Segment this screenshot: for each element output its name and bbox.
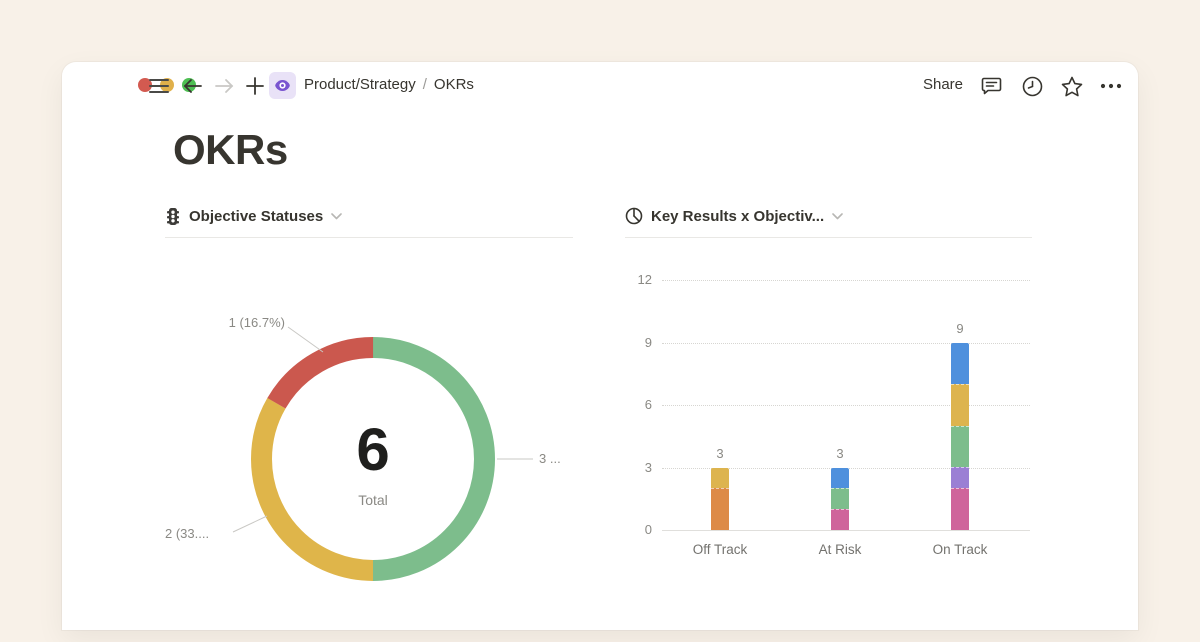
breadcrumb-separator: / bbox=[422, 76, 427, 93]
divider bbox=[165, 237, 573, 238]
bar-segment[interactable] bbox=[831, 467, 849, 489]
breadcrumb: Product/Strategy / OKRs bbox=[304, 76, 474, 93]
bar-segment[interactable] bbox=[831, 509, 849, 530]
bar-segment[interactable] bbox=[951, 425, 969, 468]
donut-total-caption: Total bbox=[358, 492, 388, 508]
chevron-down-icon bbox=[832, 212, 843, 219]
back-icon[interactable] bbox=[181, 74, 205, 98]
traffic-light-icon bbox=[167, 207, 179, 225]
donut-label-red: 1 (16.7%) bbox=[228, 315, 285, 330]
bar-on-track[interactable] bbox=[951, 342, 969, 531]
bar-at-risk[interactable] bbox=[831, 467, 849, 531]
bar-segment[interactable] bbox=[711, 488, 729, 530]
bar-segment[interactable] bbox=[951, 384, 969, 426]
traffic-light-close[interactable] bbox=[138, 78, 152, 92]
breadcrumb-current[interactable]: OKRs bbox=[433, 76, 474, 93]
x-axis-baseline bbox=[662, 530, 1030, 531]
x-tick-off-track: Off Track bbox=[692, 542, 748, 557]
y-tick-9: 9 bbox=[644, 334, 652, 350]
share-button[interactable]: Share bbox=[922, 76, 963, 93]
app-window: Product/Strategy / OKRs Share OKRs Objec… bbox=[62, 62, 1138, 630]
breadcrumb-parent[interactable]: Product/Strategy bbox=[304, 76, 416, 93]
y-tick-0: 0 bbox=[644, 522, 652, 537]
y-tick-3: 3 bbox=[644, 459, 652, 475]
donut-total-value: 6 bbox=[356, 416, 390, 483]
x-tick-at-risk: At Risk bbox=[818, 542, 862, 557]
bar-total-label: 9 bbox=[956, 320, 964, 336]
history-icon[interactable] bbox=[1020, 74, 1044, 98]
bar-segment[interactable] bbox=[951, 342, 969, 385]
gridline-9 bbox=[662, 342, 1030, 344]
donut-segment-2[interactable] bbox=[251, 337, 495, 581]
favorite-icon[interactable] bbox=[1060, 74, 1084, 98]
bar-total-label: 3 bbox=[716, 445, 724, 461]
chart-title: Objective Statuses bbox=[189, 207, 324, 225]
bar-segment[interactable] bbox=[831, 488, 849, 510]
leader-lines bbox=[232, 326, 533, 533]
page-title: OKRs bbox=[173, 126, 288, 173]
y-tick-12: 12 bbox=[637, 272, 652, 287]
bar-off-track[interactable] bbox=[711, 467, 729, 531]
donut-chart: 1 (16.7%) 2 (33.... 3 ... 6 Total bbox=[165, 302, 573, 642]
forward-icon[interactable] bbox=[212, 74, 236, 98]
chart-header-key-results[interactable]: Key Results x Objectiv... bbox=[625, 203, 843, 229]
more-icon[interactable] bbox=[1099, 74, 1123, 98]
eye-icon bbox=[275, 80, 290, 91]
donut-center: 6 Total bbox=[273, 416, 473, 509]
donut-label-green: 3 ... bbox=[539, 451, 561, 466]
bar-segment[interactable] bbox=[711, 467, 729, 489]
bar-total-label: 3 bbox=[836, 445, 844, 461]
divider bbox=[625, 237, 1032, 238]
gridline-12 bbox=[662, 280, 1030, 281]
window-toolbar: Product/Strategy / OKRs Share bbox=[62, 62, 1138, 110]
plus-icon[interactable] bbox=[243, 74, 267, 98]
menu-icon[interactable] bbox=[147, 74, 171, 98]
chart-header-objective-statuses[interactable]: Objective Statuses bbox=[165, 203, 343, 229]
stacked-bar-chart: 0 3 6 9 12 3 Off Track 3 At Risk 9 On Track bbox=[625, 267, 1032, 577]
comments-icon[interactable] bbox=[979, 74, 1003, 98]
bar-segment[interactable] bbox=[951, 488, 969, 530]
chart-title: Key Results x Objectiv... bbox=[651, 207, 825, 225]
x-tick-on-track: On Track bbox=[932, 542, 988, 557]
donut-rings bbox=[251, 337, 495, 581]
y-tick-6: 6 bbox=[644, 397, 652, 412]
page-icon-chip[interactable] bbox=[269, 72, 296, 99]
pie-chart-icon bbox=[625, 207, 643, 225]
donut-segment-1[interactable] bbox=[251, 337, 495, 581]
donut-label-yellow: 2 (33.... bbox=[165, 526, 210, 541]
chevron-down-icon bbox=[331, 212, 343, 219]
gridline-6 bbox=[662, 405, 1030, 406]
traffic-light-zoom[interactable] bbox=[182, 78, 196, 92]
bar-segment[interactable] bbox=[951, 467, 969, 489]
